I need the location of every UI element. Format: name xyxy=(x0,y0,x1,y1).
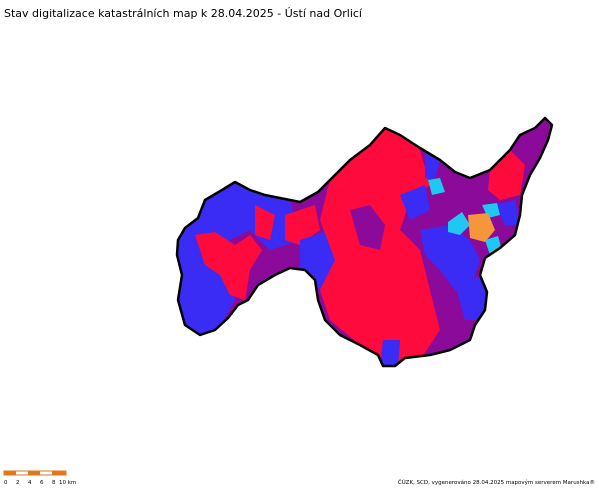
area-blue xyxy=(420,225,480,290)
scale-bar: 0 2 4 6 8 10 km xyxy=(3,470,76,486)
scale-label: 10 km xyxy=(59,480,76,486)
area-blue xyxy=(400,185,430,220)
area-orange xyxy=(468,213,495,242)
scale-label: 6 xyxy=(40,480,44,486)
area-blue xyxy=(455,275,490,320)
map-title: Stav digitalizace katastrálních map k 28… xyxy=(4,7,363,20)
area-blue xyxy=(380,340,400,366)
scale-segment xyxy=(28,471,40,475)
credit: ČÚZK, SCD, vygenerováno 28.04.2025 mapov… xyxy=(398,479,595,486)
scale-segment xyxy=(52,471,66,475)
scale-label: 8 xyxy=(52,480,56,486)
district-outline xyxy=(175,116,554,368)
scale-segment xyxy=(4,471,16,475)
area-purple xyxy=(350,205,385,250)
area-cyan xyxy=(428,178,445,195)
scale-label: 0 xyxy=(4,480,8,486)
area-red xyxy=(285,205,320,245)
area-red xyxy=(195,232,262,300)
area-red xyxy=(255,205,275,240)
scale-label: 4 xyxy=(28,480,32,486)
scale-label: 2 xyxy=(16,480,20,486)
area-blue xyxy=(495,200,520,225)
area-red xyxy=(488,150,525,200)
area-cyan xyxy=(448,212,470,235)
